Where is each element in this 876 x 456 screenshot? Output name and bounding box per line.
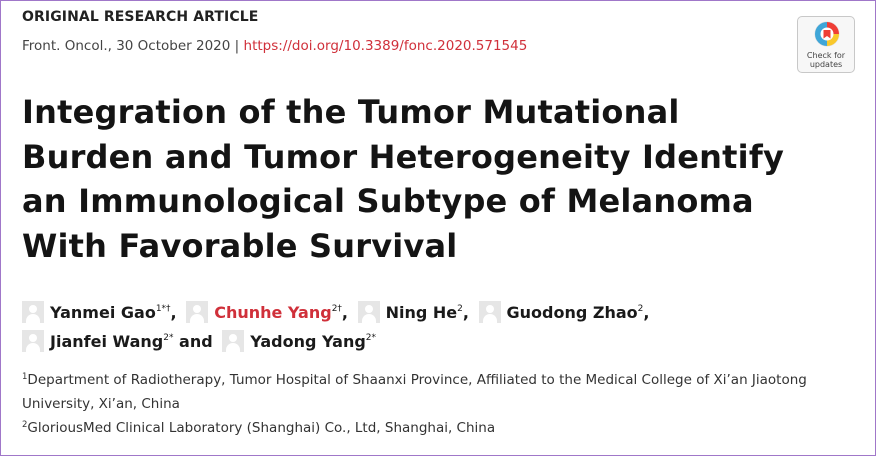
author-item[interactable]: Yanmei Gao1*†, bbox=[22, 298, 177, 327]
affiliation-text: Department of Radiotherapy, Tumor Hospit… bbox=[22, 372, 807, 412]
affiliation-number: 2 bbox=[22, 420, 28, 430]
author-item[interactable]: Ning He2, bbox=[357, 298, 469, 327]
affiliation-item: 2GloriousMed Clinical Laboratory (Shangh… bbox=[22, 416, 842, 440]
author-affiliation-marker: 2 bbox=[637, 304, 644, 314]
affiliation-item: 1Department of Radiotherapy, Tumor Hospi… bbox=[22, 368, 842, 416]
author-item[interactable]: Jianfei Wang2* and bbox=[22, 327, 213, 356]
author-separator: and bbox=[173, 332, 213, 351]
journal-meta: Front. Oncol., 30 October 2020 | https:/… bbox=[22, 38, 527, 54]
author-affiliation-marker: 1*† bbox=[155, 304, 171, 314]
affiliation-number: 1 bbox=[22, 372, 28, 382]
author-affiliation-marker: 2* bbox=[163, 333, 174, 343]
author-name[interactable]: Chunhe Yang bbox=[214, 303, 332, 322]
check-badge-text: Check for updates bbox=[798, 51, 854, 69]
affiliation-text: GloriousMed Clinical Laboratory (Shangha… bbox=[27, 420, 496, 436]
author-separator: , bbox=[170, 303, 177, 322]
article-type-label: ORIGINAL RESEARCH ARTICLE bbox=[22, 9, 259, 25]
affiliation-list: 1Department of Radiotherapy, Tumor Hospi… bbox=[22, 368, 842, 440]
author-item[interactable]: Chunhe Yang2†, bbox=[186, 298, 348, 327]
author-separator: , bbox=[643, 303, 650, 322]
author-affiliation-marker: 2* bbox=[365, 333, 377, 343]
avatar-icon bbox=[186, 301, 209, 323]
citation-text: Front. Oncol., 30 October 2020 bbox=[22, 38, 231, 54]
author-affiliation-marker: 2† bbox=[331, 304, 342, 314]
avatar-icon bbox=[22, 301, 44, 323]
author-affiliation-marker: 2 bbox=[457, 304, 463, 314]
crossmark-icon bbox=[814, 21, 840, 47]
avatar-icon bbox=[22, 330, 44, 352]
avatar-icon bbox=[222, 330, 245, 352]
doi-link[interactable]: https://doi.org/10.3389/fonc.2020.571545 bbox=[243, 38, 528, 54]
author-list: Yanmei Gao1*†, Chunhe Yang2†, Ning He2, … bbox=[22, 298, 842, 356]
author-item[interactable]: Yadong Yang2* bbox=[222, 327, 376, 356]
author-name[interactable]: Yanmei Gao bbox=[50, 303, 156, 322]
avatar-icon bbox=[357, 301, 380, 323]
author-name[interactable]: Jianfei Wang bbox=[50, 332, 164, 351]
author-separator: , bbox=[462, 303, 469, 322]
check-badge-line2: updates bbox=[809, 60, 843, 69]
avatar-icon bbox=[478, 301, 501, 323]
meta-separator: | bbox=[234, 38, 240, 54]
author-name[interactable]: Guodong Zhao bbox=[506, 303, 638, 322]
author-item[interactable]: Guodong Zhao2, bbox=[478, 298, 650, 327]
check-for-updates-button[interactable]: Check for updates bbox=[797, 16, 855, 73]
author-separator: , bbox=[341, 303, 348, 322]
article-title: Integration of the Tumor Mutational Burd… bbox=[22, 93, 785, 265]
author-name[interactable]: Yadong Yang bbox=[250, 332, 366, 351]
check-badge-line1: Check for bbox=[806, 51, 846, 60]
author-name[interactable]: Ning He bbox=[385, 303, 458, 322]
